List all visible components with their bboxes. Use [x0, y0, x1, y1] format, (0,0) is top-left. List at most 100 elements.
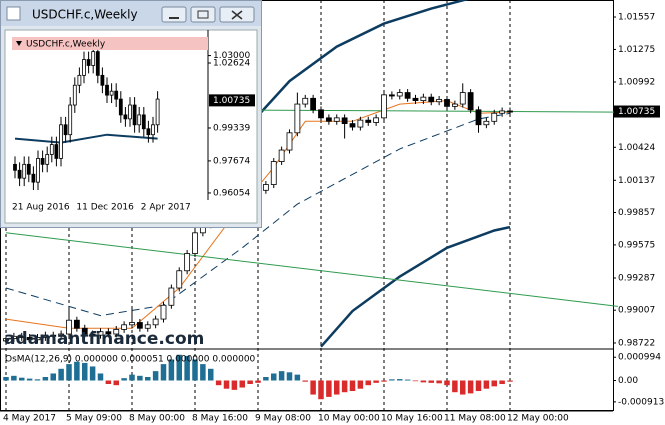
histogram-bar	[152, 371, 159, 381]
candle-body	[129, 322, 135, 326]
candle-body	[34, 337, 41, 341]
histogram-bar	[357, 380, 364, 389]
candle-body	[59, 124, 63, 159]
candle-body	[365, 119, 372, 123]
candle-body	[262, 184, 269, 191]
candle-body	[168, 287, 175, 306]
candle-body	[146, 128, 151, 136]
histogram-bar	[420, 380, 427, 383]
histogram-bar	[263, 376, 269, 381]
candle-body	[95, 51, 100, 76]
x-tick-label: 8 May 16:00	[192, 414, 248, 424]
close-icon	[231, 10, 243, 20]
histogram-bar	[334, 380, 340, 395]
candle-body	[136, 322, 143, 329]
candle-body	[152, 318, 159, 326]
candle-body	[73, 319, 80, 329]
histogram-bar	[129, 374, 135, 381]
candle-body	[318, 109, 324, 119]
y-tick-label: 1.00992	[618, 77, 655, 87]
last-price-box	[614, 105, 660, 118]
histogram-bar	[349, 380, 356, 392]
histogram-bar	[34, 379, 41, 381]
y-tick-label: 1.02624	[213, 59, 250, 69]
histogram-bar	[444, 380, 450, 386]
candle-body	[82, 59, 86, 76]
candle-body	[396, 92, 403, 97]
candle-body	[412, 97, 419, 102]
candle-body	[357, 119, 364, 128]
histogram-bar	[499, 380, 505, 385]
candle-body	[294, 103, 301, 134]
candle-body	[100, 74, 105, 86]
indicator-title: OsMA(12,26,9) 0.000000 0.000051 0.000000…	[5, 355, 256, 365]
candle-body	[459, 92, 466, 105]
histogram-bar	[239, 380, 245, 388]
candle-body	[54, 144, 59, 159]
inset-legend: USDCHF.c,Weekly	[26, 40, 106, 50]
y-tick-label: 1.00137	[618, 176, 655, 186]
y-tick-label: 0.99287	[618, 274, 655, 284]
candle-body	[278, 149, 285, 162]
histogram-bar	[286, 372, 293, 381]
window-title: USDCHF.c,Weekly	[32, 8, 138, 22]
minimize-button[interactable]	[161, 6, 187, 23]
restore-icon	[197, 10, 209, 19]
histogram-bar	[105, 380, 112, 385]
y-tick-label: 1.00424	[618, 143, 655, 153]
candle-body	[49, 144, 54, 155]
candle-body	[118, 98, 123, 116]
histogram-bar	[11, 375, 17, 381]
x-tick-label: 2 Apr 2017	[141, 203, 191, 213]
indicator-line	[14, 133, 158, 144]
y-tick-label: -0.000913	[618, 397, 664, 407]
histogram-bar	[302, 380, 308, 382]
candle-body	[89, 333, 96, 336]
candle-body	[420, 96, 427, 102]
candle-body	[381, 94, 387, 119]
candle-body	[123, 114, 128, 120]
histogram-bar	[271, 373, 277, 381]
histogram-bar	[341, 380, 348, 393]
candle-body	[137, 114, 142, 126]
candle-body	[176, 270, 183, 289]
candle-body	[10, 335, 17, 340]
candle-body	[113, 329, 120, 335]
candle-body	[467, 92, 474, 111]
histogram-bar	[381, 380, 387, 382]
histogram-bar	[58, 368, 64, 381]
histogram-bar	[412, 380, 419, 382]
histogram-bar	[231, 380, 238, 390]
candle-body	[428, 96, 435, 103]
window-icon	[6, 6, 21, 21]
histogram-bar	[168, 359, 175, 381]
candle-body	[58, 333, 65, 337]
candle-body	[310, 97, 317, 111]
x-tick-label: 8 May 00:00	[129, 414, 185, 424]
y-tick-label: 0.96054	[213, 188, 250, 198]
histogram-bar	[294, 374, 301, 381]
last-price-label: 1.00735	[213, 96, 250, 106]
histogram-bar	[436, 380, 442, 384]
histogram-bar	[467, 380, 474, 394]
y-tick-label: 0.99339	[213, 123, 250, 133]
indicator-line	[5, 232, 618, 307]
histogram-bar	[121, 378, 127, 381]
candle-body	[50, 334, 57, 337]
x-tick-label: 11 Dec 2016	[76, 203, 134, 213]
x-tick-label: 9 May 08:00	[255, 414, 311, 424]
candle-body	[507, 110, 513, 113]
candle-body	[270, 161, 277, 185]
histogram-bar	[255, 380, 261, 383]
candle-body	[325, 117, 332, 122]
candle-body	[499, 110, 506, 114]
histogram-bar	[326, 380, 332, 397]
histogram-bar	[66, 364, 72, 381]
histogram-bar	[89, 366, 96, 381]
restore-button[interactable]	[190, 6, 216, 23]
histogram-bar	[3, 376, 9, 381]
candle-body	[40, 158, 45, 165]
histogram-bar	[200, 364, 206, 381]
